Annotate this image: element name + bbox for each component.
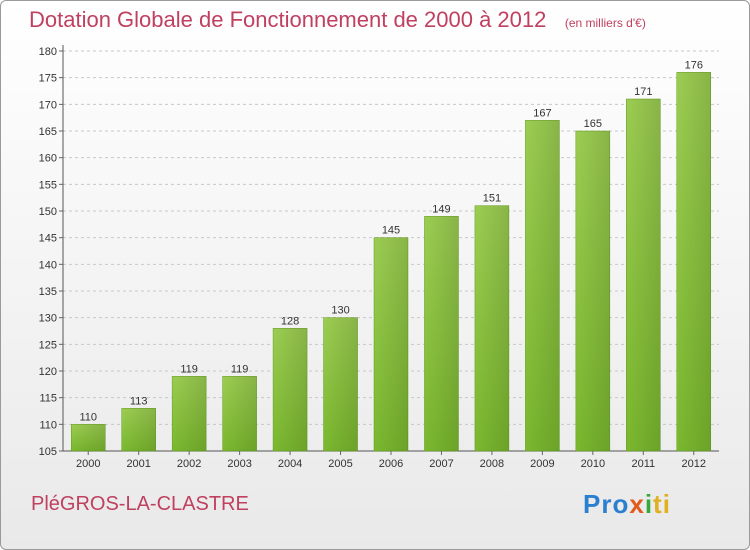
bar-shade — [172, 376, 207, 451]
y-tick-label: 165 — [39, 126, 57, 138]
y-tick-label: 150 — [39, 206, 57, 218]
data-label: 149 — [432, 203, 450, 215]
y-tick-label: 175 — [39, 73, 57, 85]
bar-shade — [323, 317, 358, 451]
data-label: 167 — [533, 107, 551, 119]
bar-shade — [374, 237, 408, 451]
x-tick-label: 2010 — [581, 458, 605, 470]
bar-shade — [626, 99, 661, 451]
data-label: 130 — [331, 305, 349, 317]
bar-shade — [575, 131, 610, 451]
data-label: 165 — [584, 118, 602, 130]
bar-shade — [424, 216, 459, 451]
x-tick-label: 2007 — [429, 458, 453, 470]
title-unit: (en milliers d'€) — [564, 16, 646, 30]
bar-shade — [474, 205, 509, 451]
x-tick-label: 2006 — [379, 458, 403, 470]
y-tick-label: 145 — [39, 233, 57, 245]
bar-shade — [525, 120, 560, 451]
logo-part-2: x — [629, 489, 645, 519]
logo-part-4: ti — [653, 489, 671, 519]
x-tick-label: 2004 — [278, 458, 302, 470]
x-tick-label: 2001 — [126, 458, 150, 470]
y-tick-label: 180 — [39, 46, 57, 58]
proxiti-logo: Proxiti — [583, 489, 671, 520]
bar-shade — [676, 72, 711, 451]
data-label: 128 — [281, 315, 299, 327]
y-tick-label: 110 — [39, 419, 57, 431]
y-tick-label: 170 — [39, 99, 57, 111]
bar-shade — [71, 424, 106, 451]
y-tick-label: 115 — [39, 393, 57, 405]
x-tick-label: 2011 — [631, 458, 655, 470]
y-tick-label: 135 — [39, 286, 57, 298]
logo-part-1: Pro — [583, 489, 630, 519]
y-tick-label: 125 — [39, 339, 57, 351]
bar-shade — [222, 376, 257, 451]
x-tick-label: 2003 — [227, 458, 251, 470]
data-label: 151 — [483, 193, 501, 205]
x-tick-label: 2002 — [177, 458, 201, 470]
x-tick-label: 2000 — [76, 458, 100, 470]
y-tick-label: 160 — [39, 153, 57, 165]
y-tick-label: 130 — [39, 313, 57, 325]
y-tick-label: 155 — [39, 179, 57, 191]
data-label: 145 — [382, 225, 400, 237]
x-tick-label: 2009 — [530, 458, 554, 470]
data-label: 113 — [130, 395, 148, 407]
bar-shade — [121, 408, 156, 451]
y-tick-label: 105 — [39, 446, 57, 458]
x-tick-label: 2005 — [328, 458, 352, 470]
commune-name: PléGROS-LA-CLASTRE — [31, 493, 249, 515]
data-label: 119 — [231, 363, 249, 375]
logo-part-3: i — [644, 489, 654, 519]
x-tick-label: 2008 — [480, 458, 504, 470]
title-main: Dotation Globale de Fonctionnement de 20… — [29, 7, 547, 32]
data-label: 171 — [634, 86, 652, 98]
x-tick-label: 2012 — [682, 458, 706, 470]
y-tick-label: 140 — [39, 259, 57, 271]
data-label: 176 — [685, 59, 703, 71]
data-label: 119 — [180, 363, 198, 375]
bar-shade — [273, 328, 308, 451]
y-tick-label: 120 — [39, 366, 57, 378]
data-label: 110 — [79, 411, 97, 423]
chart-title: Dotation Globale de Fonctionnement de 20… — [29, 7, 646, 33]
